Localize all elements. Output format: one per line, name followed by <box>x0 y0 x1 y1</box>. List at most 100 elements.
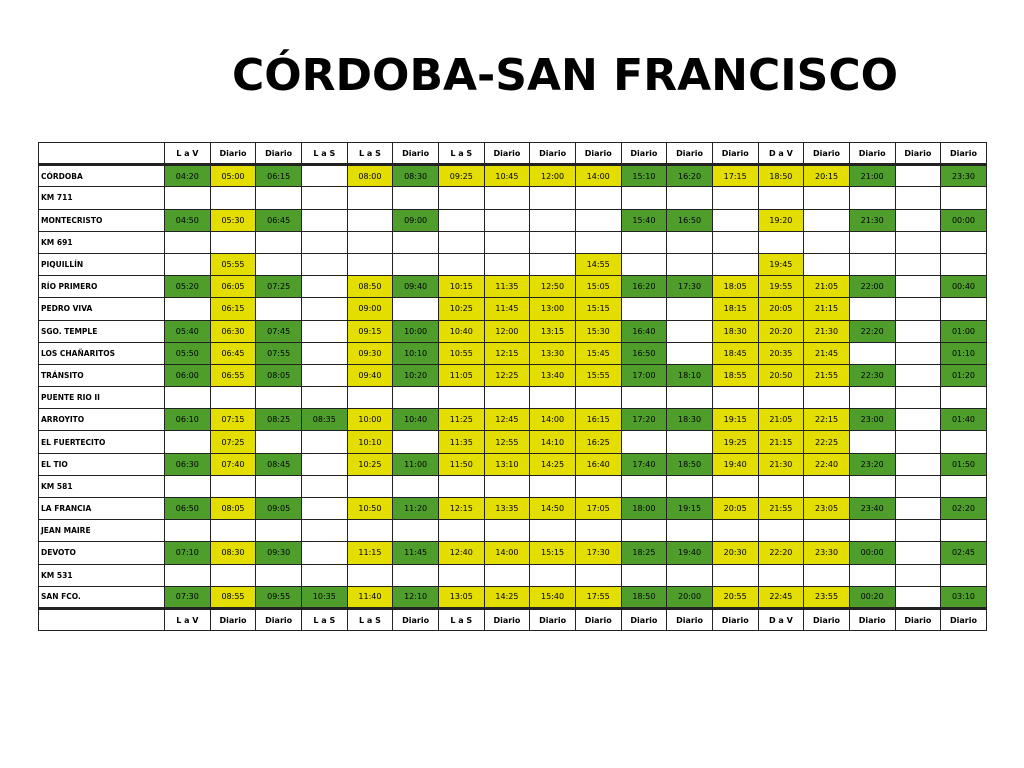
day-type-header: Diario <box>894 606 942 632</box>
time-cell <box>255 474 302 499</box>
day-type-header: Diario <box>711 606 759 632</box>
time-cell <box>757 186 805 210</box>
table-row: LA FRANCIA 06:50 08:05 09:05 10:50 11:20 12:15… <box>38 496 987 521</box>
time-cell <box>711 252 759 277</box>
time-cell <box>848 297 896 321</box>
time-cell <box>164 430 211 454</box>
time-cell <box>711 563 759 587</box>
time-cell: 06:15 <box>255 164 302 188</box>
time-cell: 15:40 <box>529 585 576 609</box>
time-cell: 20:30 <box>711 541 759 565</box>
time-cell <box>300 363 348 388</box>
time-cell <box>894 585 942 609</box>
time-cell: 10:40 <box>437 319 485 343</box>
time-cell <box>757 230 805 254</box>
time-cell <box>437 386 485 410</box>
day-type-header: D a V <box>757 141 805 167</box>
time-cell: 19:40 <box>711 452 759 476</box>
time-cell: 17:00 <box>620 363 668 388</box>
time-cell: 00:00 <box>848 541 896 565</box>
time-cell: 07:40 <box>209 452 257 476</box>
time-cell <box>392 386 439 410</box>
time-cell <box>300 541 348 565</box>
time-cell: 20:55 <box>711 585 759 609</box>
time-cell <box>757 519 805 543</box>
time-cell <box>300 563 348 587</box>
time-cell: 08:35 <box>300 408 348 432</box>
stop-name: TRÁNSITO <box>38 363 165 388</box>
time-cell <box>666 341 713 365</box>
time-cell: 12:15 <box>483 341 531 365</box>
time-cell <box>894 541 942 565</box>
time-cell: 06:30 <box>164 452 211 476</box>
time-cell: 18:15 <box>711 297 759 321</box>
table-row: RÍO PRIMERO 05:20 06:05 07:25 08:50 09:40 10:1… <box>38 275 987 299</box>
time-cell: 07:45 <box>255 319 302 343</box>
time-cell: 04:20 <box>164 164 211 188</box>
time-cell: 17:20 <box>620 408 668 432</box>
time-cell <box>803 563 850 587</box>
day-type-header: L a S <box>300 606 348 632</box>
time-cell <box>255 297 302 321</box>
time-cell <box>346 519 394 543</box>
time-cell: 11:35 <box>437 430 485 454</box>
time-cell <box>940 386 987 410</box>
time-cell: 09:05 <box>255 496 302 521</box>
time-cell <box>666 297 713 321</box>
time-cell: 10:20 <box>392 363 439 388</box>
time-cell <box>300 474 348 499</box>
day-type-header: D a V <box>757 606 805 632</box>
time-cell <box>848 474 896 499</box>
time-cell <box>666 319 713 343</box>
time-cell <box>255 430 302 454</box>
stop-name: MONTECRISTO <box>38 208 165 232</box>
time-cell: 22:20 <box>848 319 896 343</box>
time-cell: 18:50 <box>666 452 713 476</box>
time-cell <box>437 563 485 587</box>
table-row: LOS CHAÑARITOS 05:50 06:45 07:55 09:30 10:10 1… <box>38 341 987 365</box>
time-cell: 16:25 <box>574 430 622 454</box>
time-cell: 05:50 <box>164 341 211 365</box>
time-cell <box>483 474 531 499</box>
time-cell: 11:25 <box>437 408 485 432</box>
time-cell <box>437 252 485 277</box>
day-type-header: L a S <box>346 606 394 632</box>
day-type-header: Diario <box>392 141 439 167</box>
time-cell: 16:15 <box>574 408 622 432</box>
time-cell: 23:20 <box>848 452 896 476</box>
time-cell <box>209 519 257 543</box>
time-cell: 09:30 <box>346 341 394 365</box>
time-cell: 10:10 <box>346 430 394 454</box>
time-cell: 15:40 <box>620 208 668 232</box>
time-cell: 15:10 <box>620 164 668 188</box>
time-cell: 11:45 <box>483 297 531 321</box>
time-cell: 21:30 <box>848 208 896 232</box>
day-type-header: Diario <box>940 141 987 167</box>
day-type-header: L a S <box>437 141 485 167</box>
time-cell <box>529 230 576 254</box>
time-cell <box>803 230 850 254</box>
day-type-header: Diario <box>209 141 257 167</box>
table-row: PEDRO VIVA 06:15 09:00 10:25 11:45 13:00 15:15… <box>38 297 987 321</box>
time-cell <box>894 496 942 521</box>
time-cell: 09:55 <box>255 585 302 609</box>
table-row: SGO. TEMPLE 05:40 06:30 07:45 09:15 10:00 10:4… <box>38 319 987 343</box>
time-cell <box>711 386 759 410</box>
table-row: PIQUILLÍN 05:55 14:55 19:45 <box>38 252 987 277</box>
time-cell <box>255 386 302 410</box>
time-cell: 21:55 <box>757 496 805 521</box>
time-cell: 08:45 <box>255 452 302 476</box>
time-cell: 15:45 <box>574 341 622 365</box>
time-cell <box>392 297 439 321</box>
time-cell: 10:25 <box>437 297 485 321</box>
time-cell <box>392 186 439 210</box>
day-type-header: L a S <box>346 141 394 167</box>
time-cell: 06:45 <box>255 208 302 232</box>
time-cell <box>894 519 942 543</box>
stop-name: PUENTE RIO II <box>38 386 165 410</box>
time-cell <box>346 186 394 210</box>
day-type-header: Diario <box>483 141 531 167</box>
time-cell: 08:30 <box>209 541 257 565</box>
time-cell: 23:55 <box>803 585 850 609</box>
time-cell <box>711 474 759 499</box>
